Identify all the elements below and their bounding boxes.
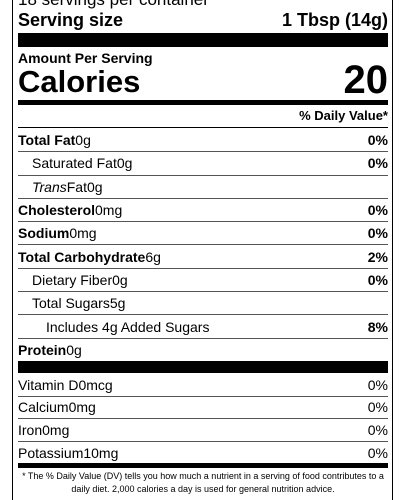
nutrient-name-italic: Trans (32, 178, 67, 195)
nutrient-amount: 0mg (69, 225, 97, 242)
nutrient-row: Trans Fat 0g (18, 176, 388, 199)
daily-value: 0% (367, 271, 388, 288)
calories-label: Calories (18, 64, 141, 99)
nutrient-name: Total Carbohydrate (18, 248, 146, 265)
thin-rule (18, 127, 388, 128)
label-border (12, 0, 393, 500)
nutrient-row: Protein 0g (18, 339, 388, 362)
daily-value: 0% (367, 155, 388, 172)
daily-value: 0% (367, 225, 388, 242)
vitamin-amount: 0mg (68, 399, 96, 416)
daily-value: 0% (367, 202, 388, 219)
nutrient-row: Saturated Fat 0g 0% (18, 152, 388, 176)
nutrient-row: Cholesterol 0mg 0% (18, 199, 388, 223)
calories-value: 20 (343, 58, 389, 102)
nutrient-amount: 6g (145, 248, 161, 265)
serving-size: 1 Tbsp (14g) (281, 10, 388, 30)
nutrient-amount: 5g (109, 295, 126, 312)
daily-value: 8% (367, 318, 388, 335)
nutrient-name: Total Fat (18, 132, 76, 149)
vitamin-name: Calcium (18, 399, 69, 416)
daily-value: 0% (367, 421, 388, 438)
daily-value: 0% (367, 132, 388, 149)
nutrient-amount: 0g (75, 132, 91, 149)
vitamin-name: Iron (18, 421, 43, 438)
daily-value: 0% (367, 399, 388, 416)
thick-rule (18, 361, 388, 373)
vitamin-row: Potassium 10mg 0% (18, 442, 388, 465)
nutrient-name: Total Sugars (32, 295, 110, 312)
vitamin-name: Potassium (18, 445, 84, 462)
nutrient-row: Total Fat 0g 0% (18, 129, 388, 153)
nutrient-name: Sodium (18, 225, 70, 242)
nutrient-amount: 0g (112, 271, 128, 288)
nutrient-amount: 0g (116, 155, 133, 172)
nutrient-name: Cholesterol (18, 202, 96, 219)
vitamin-row: Iron 0mg 0% (18, 419, 388, 442)
amount-heading: Amount Per Serving (18, 50, 153, 66)
nutrient-row: Includes 4g Added Sugars 8% (18, 315, 388, 339)
servings: 18 servings per container (18, 0, 209, 10)
daily-value: 0% (367, 445, 388, 462)
nutrient-name: Fat (66, 178, 87, 195)
daily-value: 0% (367, 376, 388, 393)
medium-rule (18, 463, 388, 468)
nutrient-row: Dietary Fiber 0g 0% (18, 269, 388, 293)
nutrient-row: Total Sugars 5g (18, 292, 388, 316)
nutrient-name: Dietary Fiber (32, 271, 113, 288)
nutrient-amount: 0mg (95, 202, 123, 219)
thick-rule (18, 33, 388, 47)
medium-rule (18, 100, 388, 105)
nutrient-name: Protein (18, 342, 67, 359)
nutrient-name: Includes 4g Added Sugars (46, 318, 210, 335)
vitamin-row: Calcium 0mg 0% (18, 397, 388, 420)
vitamin-amount: 10mg (83, 445, 119, 462)
nutrient-name: Saturated Fat (32, 155, 117, 172)
vitamin-amount: 0mcg (78, 376, 113, 393)
nutrient-amount: 0g (86, 178, 103, 195)
vitamin-row: Vitamin D 0mcg 0% (18, 374, 388, 397)
vitamin-name: Vitamin D (18, 376, 79, 393)
vitamin-amount: 0mg (42, 421, 70, 438)
serving-size-label: Serving size (18, 10, 124, 30)
nutrient-amount: 0g (66, 342, 82, 359)
dv-heading: % Daily Value* (299, 108, 388, 123)
nutrient-row: Sodium 0mg 0% (18, 222, 388, 246)
nutrient-row: Total Carbohydrate 6g 2% (18, 246, 388, 269)
footnote: * The % Daily Value (DV) tells you how m… (22, 471, 384, 494)
daily-value: 2% (367, 248, 388, 265)
